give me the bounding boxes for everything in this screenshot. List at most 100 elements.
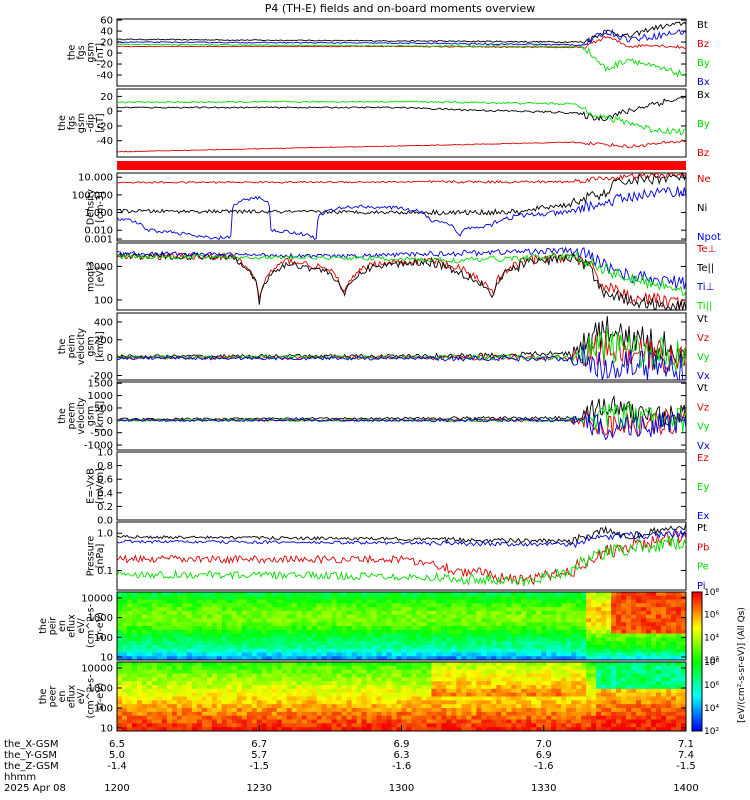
spectrogram-cell <box>231 656 238 661</box>
spectrogram-cell <box>506 688 512 694</box>
spectrogram-cell <box>556 599 562 604</box>
spectrogram-cell <box>131 618 138 623</box>
spectrogram-cell <box>311 610 318 616</box>
spectrogram-cell <box>461 719 467 724</box>
spectrogram-cell <box>231 595 238 601</box>
spectrogram-cell <box>326 644 333 650</box>
spectrogram-cell <box>131 685 138 690</box>
spectrogram-cell <box>151 711 158 717</box>
spectrogram-cell <box>186 648 193 653</box>
spectrogram-cell <box>341 656 348 661</box>
spectrogram-cell <box>281 692 288 697</box>
spectrogram-cell <box>446 610 452 616</box>
spectrogram-cell <box>246 708 253 713</box>
spectrogram-cell <box>601 719 607 724</box>
spectrogram-cell <box>411 685 417 690</box>
spectrogram-cell <box>246 648 253 653</box>
spectrogram-cell <box>251 688 258 694</box>
spectrogram-cell <box>186 715 193 720</box>
spectrogram-cell <box>381 618 388 623</box>
spectrogram-cell <box>121 685 128 690</box>
spectrogram-cell <box>661 592 667 597</box>
spectrogram-cell <box>636 626 642 631</box>
spectrogram-cell <box>261 656 268 661</box>
spectrogram-cell <box>271 715 278 720</box>
spectrogram-cell <box>301 681 308 686</box>
spectrogram-cell <box>581 626 587 631</box>
spectrogram-cell <box>236 677 243 682</box>
spectrogram-cell <box>491 692 497 697</box>
spectrogram-cell <box>121 633 128 638</box>
spectrogram-cell <box>606 648 612 653</box>
spectrogram-cell <box>141 669 148 674</box>
spectrogram-cell <box>251 629 258 635</box>
spectrogram-cell <box>226 708 233 713</box>
y-tick-label: 10 <box>100 652 113 663</box>
spectrogram-cell <box>441 633 447 638</box>
spectrogram-cell <box>246 665 253 671</box>
spectrogram-cell <box>646 715 652 720</box>
spectrogram-cell <box>456 677 462 682</box>
spectrogram-cell <box>396 629 402 635</box>
spectrogram-cell <box>381 719 388 724</box>
spectrogram-cell <box>186 673 193 678</box>
spectrogram-cell <box>576 614 582 619</box>
spectrogram-cell <box>636 711 642 717</box>
spectrogram-cell <box>551 595 557 601</box>
spectrogram-cell <box>641 637 647 642</box>
spectrogram-cell <box>596 711 602 717</box>
spectrogram-cell <box>246 681 253 686</box>
spectrogram-cell <box>381 648 388 653</box>
spectrogram-cell <box>566 681 572 686</box>
spectrogram-cell <box>471 595 477 601</box>
spectrogram-cell <box>206 607 213 612</box>
spectrogram-cell <box>616 652 622 657</box>
spectrogram-cell <box>536 727 542 732</box>
spectrogram-cell <box>231 592 238 597</box>
spectrogram-cell <box>606 677 612 682</box>
spectrogram-cell <box>581 644 587 650</box>
spectrogram-cell <box>281 715 288 720</box>
spectrogram-cell <box>136 696 143 701</box>
spectrogram-cell <box>311 595 318 601</box>
spectrogram-cell <box>576 708 582 713</box>
spectrogram-cell <box>561 688 567 694</box>
spectrogram-cell <box>516 595 522 601</box>
spectrogram-cell <box>371 662 378 667</box>
spectrogram-cell <box>426 700 432 705</box>
spectrogram-cell <box>161 610 168 616</box>
spectrogram-cell <box>536 700 542 705</box>
spectrogram-cell <box>166 595 173 601</box>
spectrogram-cell <box>156 704 163 709</box>
spectrogram-cell <box>636 648 642 653</box>
spectrogram-cell <box>171 692 178 697</box>
spectrogram-cell <box>651 727 657 732</box>
y-tick-label: 20 <box>100 92 113 103</box>
spectrogram-cell <box>541 622 547 627</box>
spectrogram-cell <box>431 622 437 627</box>
spectrogram-cell <box>556 641 562 646</box>
spectrogram-cell <box>621 704 627 709</box>
spectrogram-cell <box>506 723 512 728</box>
spectrogram-cell <box>466 723 472 728</box>
spectrogram-cell <box>666 656 672 661</box>
spectrogram-cell <box>641 692 647 697</box>
spectrogram-cell <box>286 592 293 597</box>
spectrogram-cell <box>406 723 412 728</box>
spectrogram-cell <box>671 711 677 717</box>
spectrogram-cell <box>631 673 637 678</box>
spectrogram-cell <box>556 700 562 705</box>
spectrogram-cell <box>351 673 358 678</box>
spectrogram-cell <box>521 599 527 604</box>
spectrogram-cell <box>536 681 542 686</box>
spectrogram-cell <box>486 595 492 601</box>
spectrogram-cell <box>166 665 173 671</box>
spectrogram-cell <box>166 603 173 608</box>
spectrogram-cell <box>281 618 288 623</box>
spectrogram-cell <box>536 607 542 612</box>
spectrogram-cell <box>266 685 273 690</box>
spectrogram-cell <box>556 665 562 671</box>
spectrogram-cell <box>381 644 388 650</box>
spectrogram-cell <box>301 662 308 667</box>
spectrogram-cell <box>261 711 268 717</box>
